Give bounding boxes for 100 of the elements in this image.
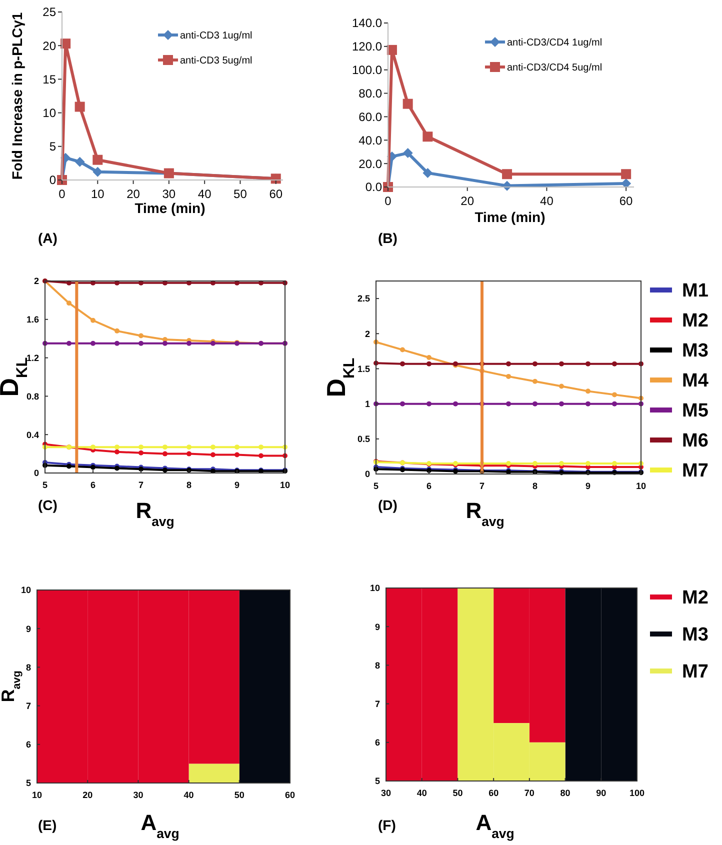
point [138,450,144,456]
y-tick-label: 100.0 [352,63,382,78]
point [586,460,590,466]
point [559,460,564,466]
legend-label: anti-CD3 1ug/ml [180,30,252,42]
x-tick-label: 40 [184,790,194,800]
x-tick-label: 9 [585,481,591,491]
y-tick-label: 8 [26,662,31,672]
point [386,44,397,55]
point [234,444,240,450]
x-axis-title: Time (min) [134,200,206,216]
y-tick-label: 1 [364,398,370,409]
y-tick-label: 5 [374,776,380,786]
point [258,444,264,450]
x-tick-label: 10 [280,480,290,490]
point [400,361,405,366]
y-tick-label: 40.0 [358,133,382,148]
point [586,388,590,394]
x-axis-title: A$_{avg}$ [140,810,180,840]
point [66,300,72,306]
point [502,169,512,180]
x-tick-label: 0 [58,187,66,201]
point [612,460,617,466]
y-tick-label: 120.0 [352,40,382,54]
legend-label: M2 [682,588,708,609]
legend-label: M2 [682,310,708,332]
point [138,333,144,338]
legend-label: anti-CD3/CD4 1ug/ml [507,38,602,48]
point [400,401,405,406]
text: (E) [38,817,57,833]
point [114,444,120,450]
y-tick-label: 0 [34,468,39,478]
legend-label: M1 [682,280,709,302]
point [612,361,617,366]
x-axis-title: A$_{avg}$ [476,810,514,840]
y-tick-label: 2 [34,276,39,286]
y-tick-label: 5 [49,140,56,154]
x-tick-label: 20 [126,187,140,201]
y-tick-label: 10 [42,106,56,120]
point [234,452,240,458]
y-tick-label: 140.0 [352,16,382,30]
point [532,361,538,366]
point [586,361,590,366]
y-tick-label: 6 [26,740,31,750]
point [506,401,511,406]
point [453,401,458,406]
x-tick-label: 60 [619,194,634,208]
point [506,460,511,466]
point [621,169,632,180]
point [162,451,168,456]
point [186,444,192,450]
point [506,374,511,379]
x-tick-label: 60 [284,790,296,800]
point [90,444,96,450]
y-tick-label: 2 [364,328,370,339]
point [138,444,144,450]
x-tick-label: 30 [162,187,176,201]
text: (B) [378,230,398,246]
x-tick-label: 30 [133,790,144,800]
x-tick-label: 50 [452,788,463,798]
y-tick-label: 5 [26,778,31,788]
point [90,318,96,323]
point [114,328,120,334]
text: (C) [38,497,58,513]
point [506,361,511,366]
x-axis-title: R$_{avg}$ [466,498,504,528]
point [210,452,216,458]
text: (D) [378,497,398,513]
x-tick-label: 20 [460,194,474,208]
point [532,378,538,384]
x-tick-label: 8 [532,481,538,491]
point [612,392,617,398]
x-tick-label: 80 [560,788,570,798]
y-tick-label: 20 [42,38,56,53]
x-tick-label: 7 [479,481,485,491]
point [138,340,144,346]
y-tick-label: 7 [26,700,31,711]
x-tick-label: 40 [198,187,212,201]
y-tick-label: 0.4 [26,430,39,440]
point [92,166,103,177]
x-tick-label: 0 [384,194,392,208]
y-tick-label: 0.0 [365,180,382,194]
x-axis-title: Time (min) [474,209,546,225]
y-tick-label: 0 [364,469,370,480]
point [74,102,85,112]
text: (A) [38,230,58,246]
y-tick-label: 15 [42,72,56,86]
legend-label: anti-CD3 5ug/ml [180,56,252,66]
x-tick-label: 50 [234,790,244,800]
x-tick-label: 60 [488,788,499,798]
y-tick-label: 1.5 [357,364,370,374]
point [559,384,564,389]
y-axis-title: Fold Increase in p-PLCγ1 [9,12,25,180]
x-tick-label: 10 [636,481,646,491]
legend-label: M6 [682,430,708,452]
y-tick-label: 6 [374,738,380,748]
point [402,98,413,109]
point [532,401,538,406]
legend-label: M5 [682,400,709,422]
x-tick-label: 8 [186,480,192,490]
